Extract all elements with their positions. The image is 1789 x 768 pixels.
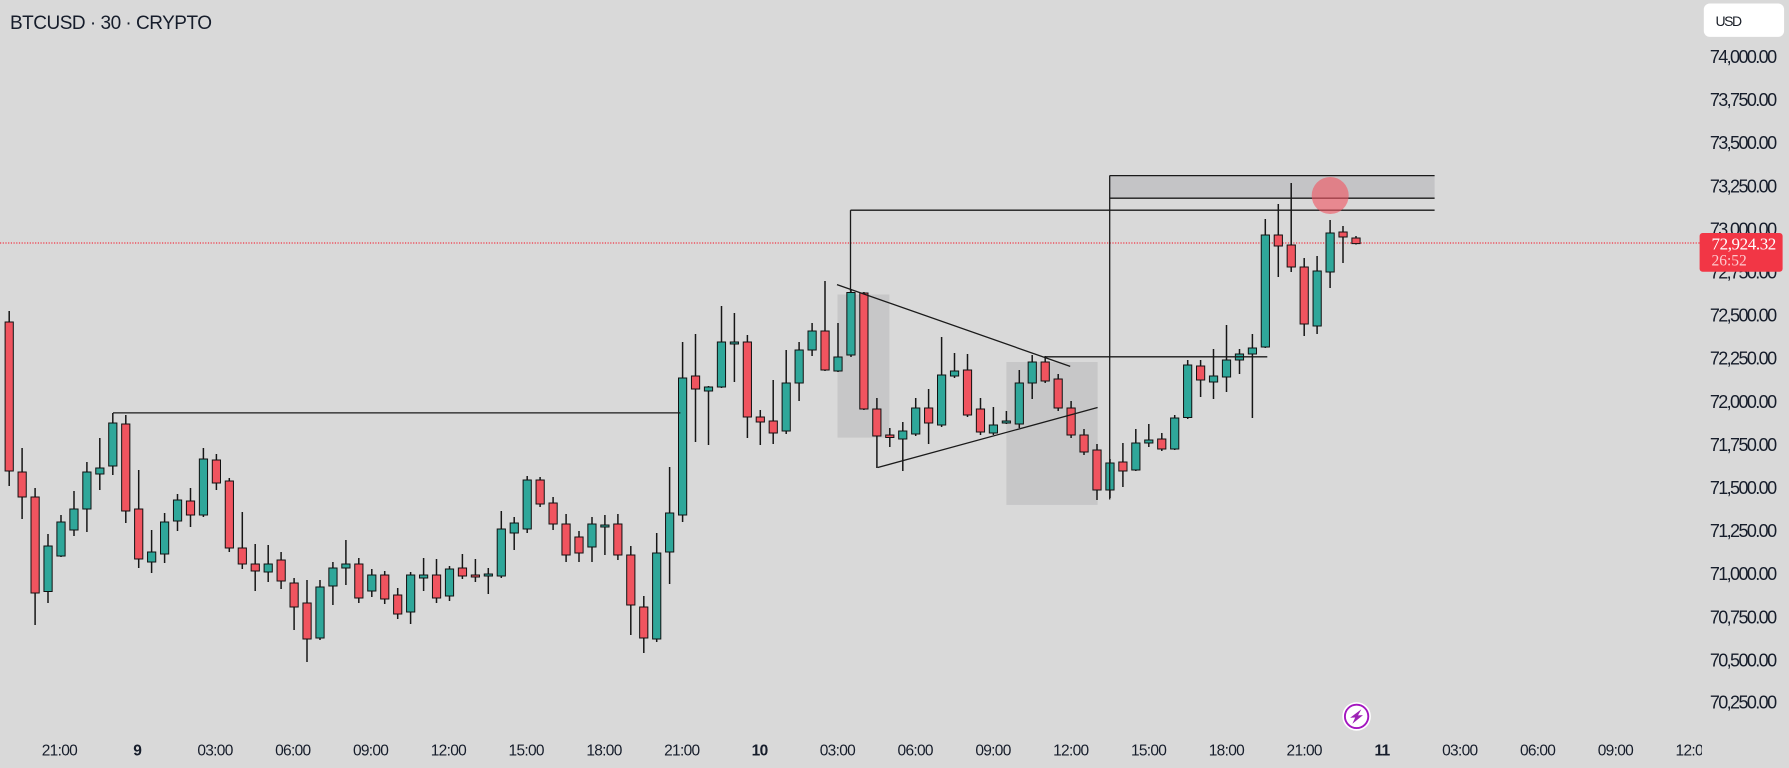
svg-text:21:00: 21:00 [1287,742,1323,759]
svg-text:03:00: 03:00 [1442,742,1478,759]
svg-text:06:00: 06:00 [898,742,934,759]
svg-text:72,000.00: 72,000.00 [1710,392,1777,412]
svg-text:USD: USD [1716,13,1742,29]
svg-text:15:00: 15:00 [1131,742,1167,759]
svg-text:09:00: 09:00 [353,742,389,759]
svg-text:15:00: 15:00 [509,742,545,759]
svg-text:26:52: 26:52 [1712,252,1747,269]
svg-text:9: 9 [133,742,142,759]
svg-text:09:00: 09:00 [975,742,1011,759]
svg-text:73,750.00: 73,750.00 [1710,90,1777,110]
svg-text:10: 10 [752,742,768,759]
svg-text:06:00: 06:00 [1520,742,1556,759]
svg-text:73,250.00: 73,250.00 [1710,176,1777,196]
svg-text:03:00: 03:00 [820,742,856,759]
svg-text:72,250.00: 72,250.00 [1710,349,1777,369]
svg-text:06:00: 06:00 [275,742,311,759]
svg-text:12:00: 12:00 [431,742,467,759]
svg-text:21:00: 21:00 [664,742,700,759]
svg-text:21:00: 21:00 [42,742,78,759]
svg-text:71,500.00: 71,500.00 [1710,478,1777,498]
svg-text:74,000.00: 74,000.00 [1710,47,1777,67]
svg-text:11: 11 [1375,742,1391,759]
svg-text:12:00: 12:00 [1676,742,1712,759]
svg-text:70,250.00: 70,250.00 [1710,693,1777,713]
svg-text:71,750.00: 71,750.00 [1710,435,1777,455]
svg-text:03:00: 03:00 [197,742,233,759]
svg-text:72,500.00: 72,500.00 [1710,306,1777,326]
svg-text:72,924.32: 72,924.32 [1712,234,1776,253]
svg-text:18:00: 18:00 [586,742,622,759]
svg-text:73,500.00: 73,500.00 [1710,133,1777,153]
svg-text:12:00: 12:00 [1053,742,1089,759]
svg-text:18:00: 18:00 [1209,742,1245,759]
svg-text:71,250.00: 71,250.00 [1710,521,1777,541]
svg-text:70,750.00: 70,750.00 [1710,607,1777,627]
svg-text:70,500.00: 70,500.00 [1710,650,1777,670]
svg-text:BTCUSD · 30 · CRYPTO: BTCUSD · 30 · CRYPTO [10,13,212,34]
svg-text:71,000.00: 71,000.00 [1710,564,1777,584]
svg-text:09:00: 09:00 [1598,742,1634,759]
